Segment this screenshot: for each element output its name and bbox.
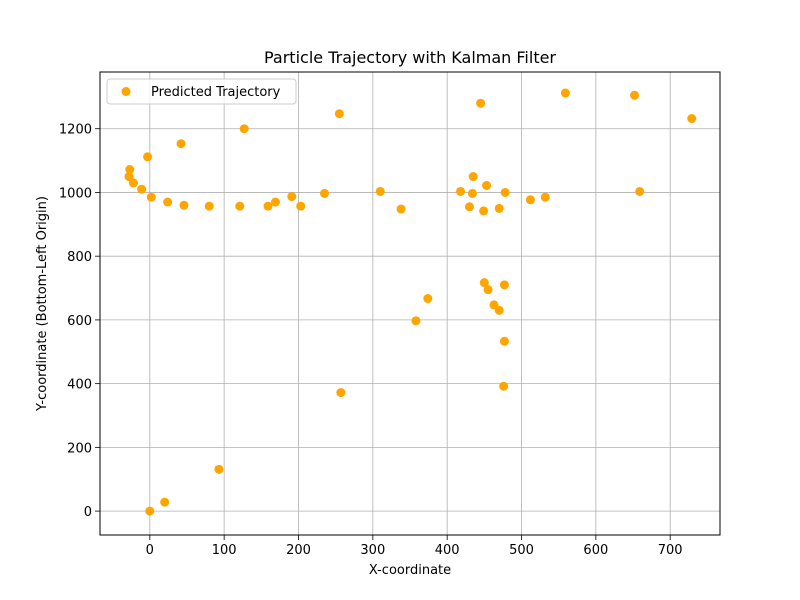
data-point	[320, 188, 330, 198]
data-point	[160, 497, 170, 507]
y-tick-label: 1000	[59, 186, 92, 201]
data-point	[483, 285, 493, 295]
data-point	[423, 294, 433, 304]
data-point	[128, 178, 138, 188]
data-point	[464, 202, 474, 212]
data-point	[375, 186, 385, 196]
legend-marker	[121, 87, 131, 96]
data-point	[239, 124, 249, 134]
data-point	[560, 88, 570, 98]
x-tick-label: 300	[360, 543, 385, 558]
data-point	[456, 186, 466, 196]
x-tick-label: 0	[146, 543, 154, 558]
data-point	[476, 98, 486, 108]
data-point	[270, 197, 280, 207]
data-point	[334, 109, 344, 119]
legend-entry: Predicted Trajectory	[151, 85, 281, 100]
data-point	[494, 203, 504, 213]
data-point	[146, 192, 156, 202]
x-tick-label: 600	[583, 543, 608, 558]
x-tick-label: 500	[509, 543, 534, 558]
x-tick-label: 400	[435, 543, 460, 558]
data-point	[336, 388, 346, 398]
data-point	[635, 186, 645, 196]
data-point	[296, 201, 306, 211]
data-point	[163, 197, 173, 207]
axis-ticks: 0 100 200 300 400 500 600 700 0 200 400 600 800 1000 1…	[59, 123, 683, 558]
data-point	[287, 192, 297, 202]
y-tick-label: 600	[67, 314, 92, 329]
data-point	[214, 464, 224, 474]
data-point	[145, 506, 155, 516]
data-point	[263, 201, 273, 211]
x-tick-label: 700	[658, 543, 683, 558]
x-tick-label: 100	[212, 543, 237, 558]
data-point	[125, 165, 135, 175]
data-points	[124, 88, 697, 516]
grid	[100, 72, 720, 535]
data-point	[176, 139, 186, 149]
data-point	[479, 278, 489, 288]
data-point	[525, 195, 535, 205]
y-tick-label: 800	[67, 250, 92, 265]
data-point	[179, 200, 189, 210]
data-point	[124, 172, 134, 182]
legend-box	[106, 78, 297, 105]
chart-title: Particle Trajectory with Kalman Filter	[264, 48, 556, 67]
y-tick-label: 0	[84, 505, 92, 520]
y-tick-label: 400	[67, 378, 92, 393]
x-axis-label: X-coordinate	[369, 563, 451, 578]
data-point	[540, 192, 550, 202]
data-point	[396, 204, 406, 214]
x-tick-label: 200	[286, 543, 311, 558]
y-tick-label: 200	[67, 441, 92, 456]
data-point	[235, 201, 245, 211]
data-point	[482, 180, 492, 190]
data-point	[204, 201, 214, 211]
legend: Predicted Trajectory	[106, 78, 297, 105]
data-point	[499, 280, 509, 290]
data-point	[687, 114, 697, 124]
data-point	[479, 206, 489, 216]
data-point	[468, 172, 478, 182]
data-point	[411, 316, 421, 326]
data-point	[630, 90, 640, 100]
data-point	[143, 152, 153, 162]
y-tick-label: 1200	[59, 123, 92, 138]
data-point	[467, 188, 477, 198]
plot-frame	[99, 71, 721, 536]
y-axis-label: Y-coordinate (Bottom-Left Origin)	[35, 196, 50, 412]
data-point	[499, 381, 509, 391]
data-point	[499, 336, 509, 346]
data-point	[500, 187, 510, 197]
data-point	[137, 184, 147, 194]
data-point	[494, 305, 504, 315]
